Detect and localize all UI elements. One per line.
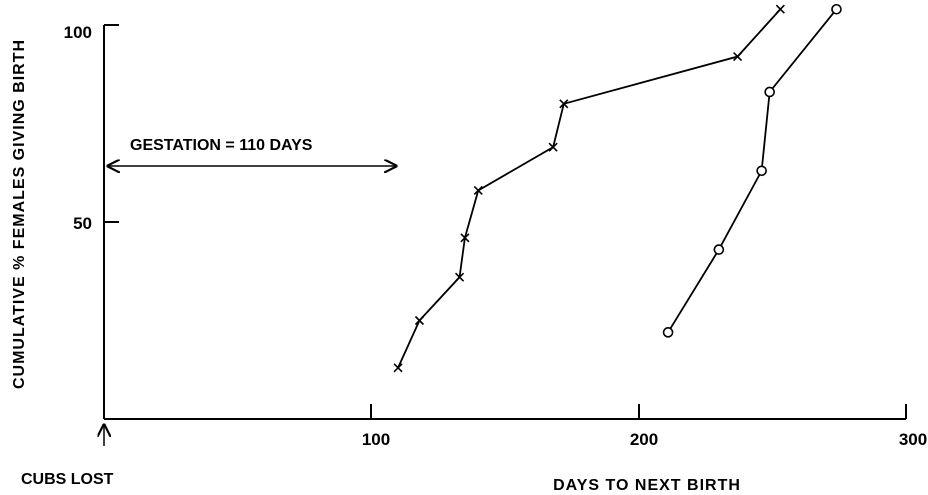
series-1-point [473, 185, 483, 196]
series-1-line [397, 8, 782, 369]
x-tick-label-300: 300 [899, 430, 927, 449]
series-layer [393, 3, 842, 373]
series-2-point [764, 86, 775, 98]
series-1-point [559, 99, 569, 109]
x-axis-title: DAYS TO NEXT BIRTH [553, 477, 741, 494]
series-1-point [775, 4, 785, 14]
series-1-point [454, 272, 465, 282]
series-1-point [548, 142, 558, 152]
series-2-point [831, 3, 842, 15]
gestation-label: GESTATION = 110 DAYS [130, 137, 313, 154]
series-2-point [662, 327, 674, 338]
series-1-point [460, 233, 470, 243]
series-2-line [667, 8, 838, 333]
y-tick-label-50: 50 [73, 214, 92, 233]
series-2-point [756, 165, 767, 177]
x-tick-label-100: 100 [362, 430, 390, 449]
cubs-lost-label: CUBS LOST [21, 471, 114, 488]
series-1-point [414, 315, 425, 326]
series-1-point [733, 51, 743, 62]
series-2-point [713, 244, 725, 255]
y-tick-label-100: 100 [64, 23, 92, 42]
y-axis-title: CUMULATIVE % FEMALES GIVING BIRTH [11, 39, 28, 389]
x-tick-label-200: 200 [630, 430, 658, 449]
series-1-point [393, 363, 403, 373]
